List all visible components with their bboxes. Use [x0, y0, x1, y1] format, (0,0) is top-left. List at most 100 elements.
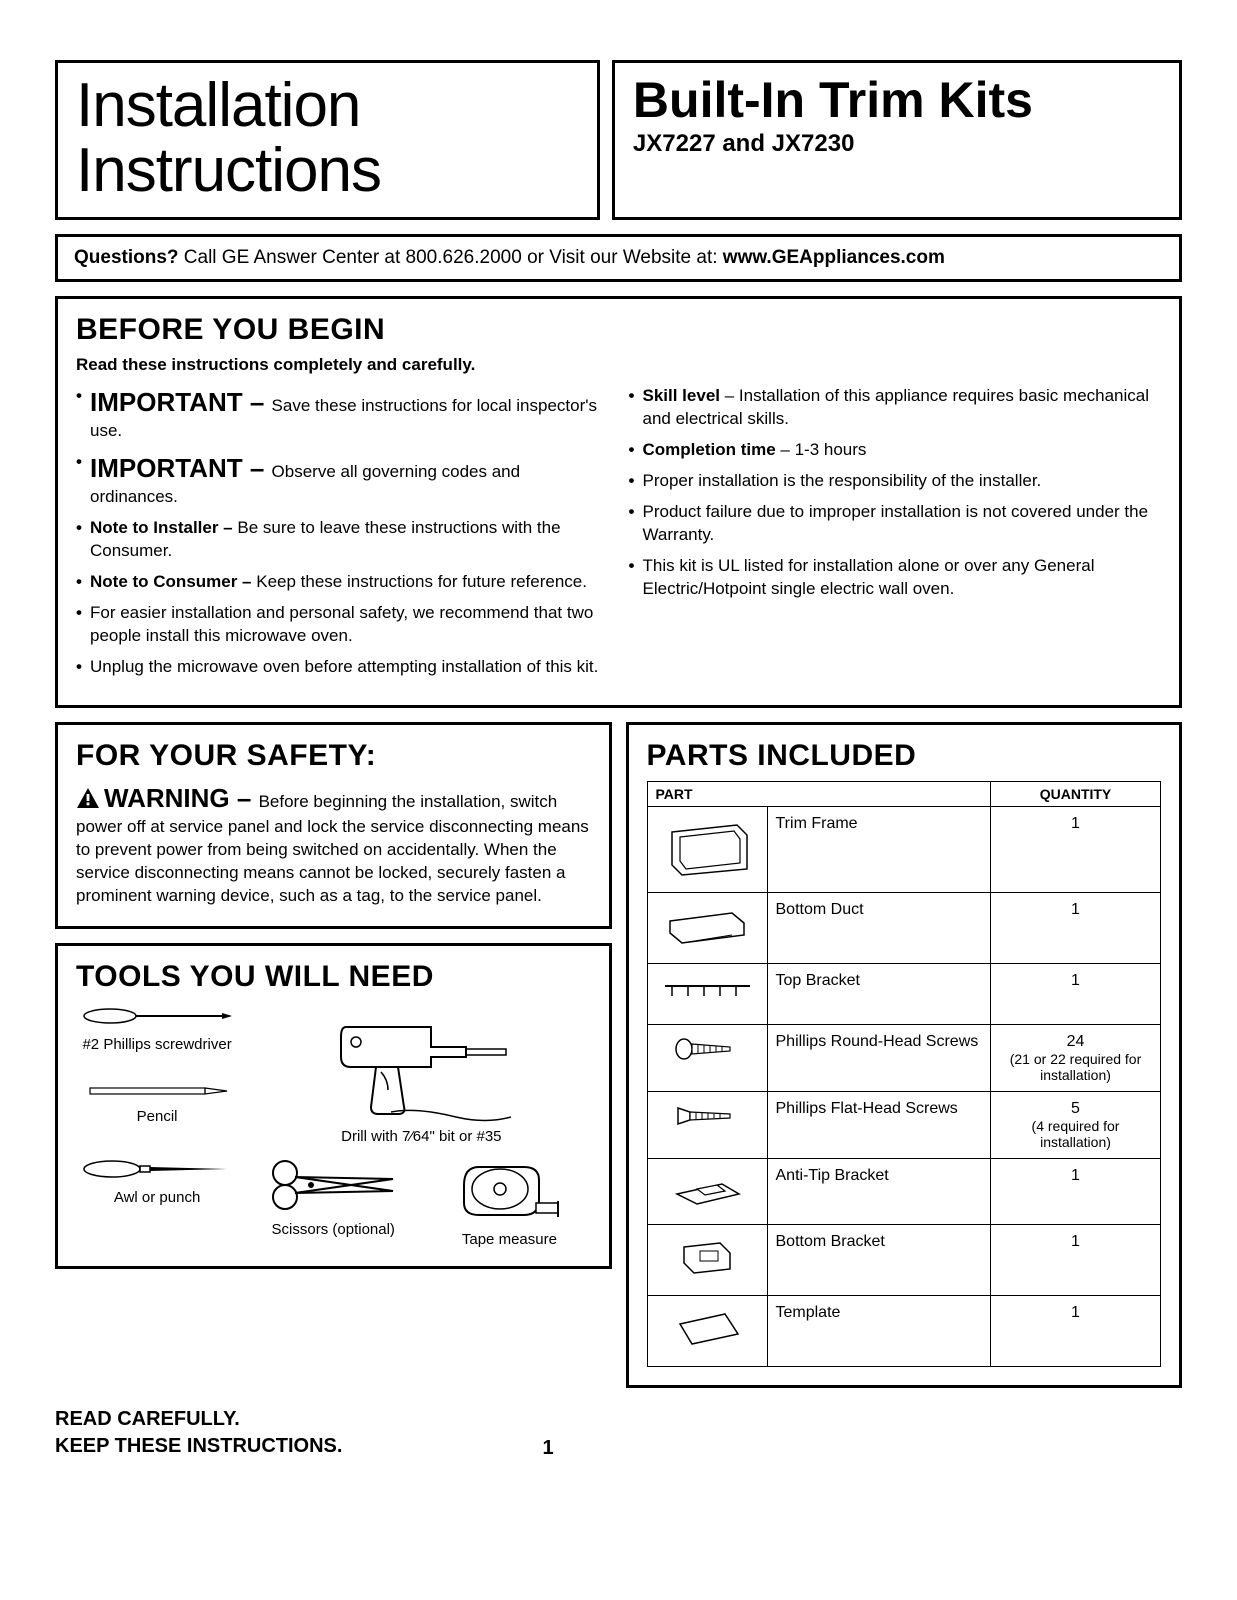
qty-sub: (4 required for installation) — [999, 1118, 1152, 1150]
footer: READ CAREFULLY. KEEP THESE INSTRUCTIONS.… — [55, 1406, 1182, 1460]
part-qty: 5(4 required for installation) — [991, 1091, 1161, 1158]
parts-row: Phillips Flat-Head Screws 5(4 required f… — [647, 1091, 1161, 1158]
qty-sub: (21 or 22 required for installation) — [999, 1051, 1152, 1083]
part-image — [647, 1295, 767, 1366]
tool-drill: Drill with 7⁄64" bit or #35 — [252, 1002, 590, 1145]
questions-text1: Call GE Answer Center at 800.626.2000 — [179, 247, 528, 268]
before-item-text: – 1-3 hours — [776, 440, 867, 459]
qty-value: 1 — [1071, 1233, 1080, 1250]
note-label: Note to Installer – — [90, 518, 237, 537]
qty-value: 1 — [1071, 1304, 1080, 1321]
before-subhead: Read these instructions completely and c… — [76, 355, 1161, 375]
part-name: Trim Frame — [767, 806, 991, 892]
questions-text2: Visit our Website at: — [544, 247, 723, 268]
tool-label: Scissors (optional) — [272, 1221, 395, 1238]
tool-label: Drill with 7⁄64" bit or #35 — [341, 1128, 501, 1145]
important-label: IMPORTANT – — [90, 387, 272, 417]
tools-box: TOOLS YOU WILL NEED #2 Phillips screwdri… — [55, 943, 612, 1269]
before-item: Unplug the microwave oven before attempt… — [76, 656, 609, 679]
qty-value: 1 — [1071, 1167, 1080, 1184]
part-qty: 1 — [991, 1224, 1161, 1295]
part-image — [647, 892, 767, 963]
header-right-box: Built-In Trim Kits JX7227 and JX7230 — [612, 60, 1182, 220]
template-icon — [670, 1306, 745, 1351]
parts-title: PARTS INCLUDED — [647, 739, 1162, 773]
part-image — [647, 1224, 767, 1295]
page-number: 1 — [542, 1437, 553, 1460]
before-item: Skill level – Installation of this appli… — [629, 385, 1162, 431]
anti-tip-bracket-icon — [667, 1169, 747, 1209]
round-screw-icon — [672, 1035, 742, 1063]
tool-label: Tape measure — [462, 1231, 557, 1248]
parts-row: Trim Frame 1 — [647, 806, 1161, 892]
product-models: JX7227 and JX7230 — [633, 130, 1161, 158]
parts-table: PART QUANTITY Trim Frame 1 Bottom Duct 1 — [647, 781, 1162, 1367]
parts-row: Anti-Tip Bracket 1 — [647, 1158, 1161, 1224]
parts-row: Template 1 — [647, 1295, 1161, 1366]
part-image — [647, 963, 767, 1024]
part-name: Phillips Round-Head Screws — [767, 1024, 991, 1091]
safety-title: FOR YOUR SAFETY: — [76, 739, 591, 773]
questions-or: or — [527, 247, 544, 268]
tool-label: #2 Phillips screwdriver — [82, 1036, 231, 1053]
part-image — [647, 1024, 767, 1091]
awl-icon — [82, 1155, 232, 1183]
before-left-list: IMPORTANT – Save these instructions for … — [76, 385, 609, 679]
before-box: BEFORE YOU BEGIN Read these instructions… — [55, 296, 1182, 708]
before-item-text: Product failure due to improper installa… — [643, 502, 1149, 544]
tool-awl: Awl or punch — [76, 1155, 238, 1248]
part-name: Anti-Tip Bracket — [767, 1158, 991, 1224]
before-item-text: Keep these instructions for future refer… — [256, 572, 587, 591]
top-bracket-icon — [660, 974, 755, 1009]
title-installation: Installation Instructions — [76, 73, 579, 203]
tools-title: TOOLS YOU WILL NEED — [76, 960, 591, 994]
skill-label: Skill level — [643, 386, 721, 405]
tools-grid: #2 Phillips screwdriver Drill with 7⁄64"… — [76, 1002, 591, 1248]
tool-scissors: Scissors (optional) — [252, 1155, 414, 1248]
bottom-duct-icon — [662, 903, 752, 948]
part-qty: 1 — [991, 1295, 1161, 1366]
part-image — [647, 806, 767, 892]
part-qty: 1 — [991, 1158, 1161, 1224]
safety-box: FOR YOUR SAFETY: WARNING – Before beginn… — [55, 722, 612, 929]
before-item-text: For easier installation and personal saf… — [90, 603, 593, 645]
qty-value: 5 — [1071, 1100, 1080, 1117]
safety-warning: WARNING – Before beginning the installat… — [76, 781, 591, 908]
qty-value: 1 — [1071, 901, 1080, 918]
questions-label: Questions? — [74, 247, 179, 268]
warning-label: WARNING – — [104, 783, 259, 813]
part-name: Bottom Bracket — [767, 1224, 991, 1295]
tool-tape: Tape measure — [428, 1155, 590, 1248]
completion-label: Completion time — [643, 440, 776, 459]
before-right-list: Skill level – Installation of this appli… — [629, 385, 1162, 601]
questions-box: Questions? Call GE Answer Center at 800.… — [55, 234, 1182, 282]
part-qty: 1 — [991, 892, 1161, 963]
part-image — [647, 1091, 767, 1158]
trim-frame-icon — [662, 817, 752, 877]
right-column: PARTS INCLUDED PART QUANTITY Trim Frame … — [626, 722, 1183, 1388]
parts-row: Bottom Bracket 1 — [647, 1224, 1161, 1295]
scissors-icon — [263, 1155, 403, 1215]
left-column: FOR YOUR SAFETY: WARNING – Before beginn… — [55, 722, 612, 1269]
before-item: IMPORTANT – Observe all governing codes … — [76, 451, 609, 509]
title-line1: Installation — [76, 71, 360, 140]
before-item-text: Proper installation is the responsibilit… — [643, 471, 1042, 490]
pencil-icon — [82, 1082, 232, 1102]
part-name: Template — [767, 1295, 991, 1366]
part-name: Top Bracket — [767, 963, 991, 1024]
before-item: IMPORTANT – Save these instructions for … — [76, 385, 609, 443]
questions-website: www.GEAppliances.com — [723, 247, 945, 268]
qty-value: 1 — [1071, 815, 1080, 832]
flat-screw-icon — [672, 1102, 742, 1130]
tool-pencil: Pencil — [76, 1082, 238, 1145]
before-item: Product failure due to improper installa… — [629, 501, 1162, 547]
before-item-text: Unplug the microwave oven before attempt… — [90, 657, 598, 676]
part-qty: 1 — [991, 963, 1161, 1024]
before-item: This kit is UL listed for installation a… — [629, 555, 1162, 601]
before-title: BEFORE YOU BEGIN — [76, 313, 1161, 347]
tool-screwdriver: #2 Phillips screwdriver — [76, 1002, 238, 1073]
footer-read: READ CAREFULLY. KEEP THESE INSTRUCTIONS. — [55, 1406, 342, 1460]
parts-box: PARTS INCLUDED PART QUANTITY Trim Frame … — [626, 722, 1183, 1388]
header-left-box: Installation Instructions — [55, 60, 600, 220]
tool-label: Awl or punch — [114, 1189, 200, 1206]
